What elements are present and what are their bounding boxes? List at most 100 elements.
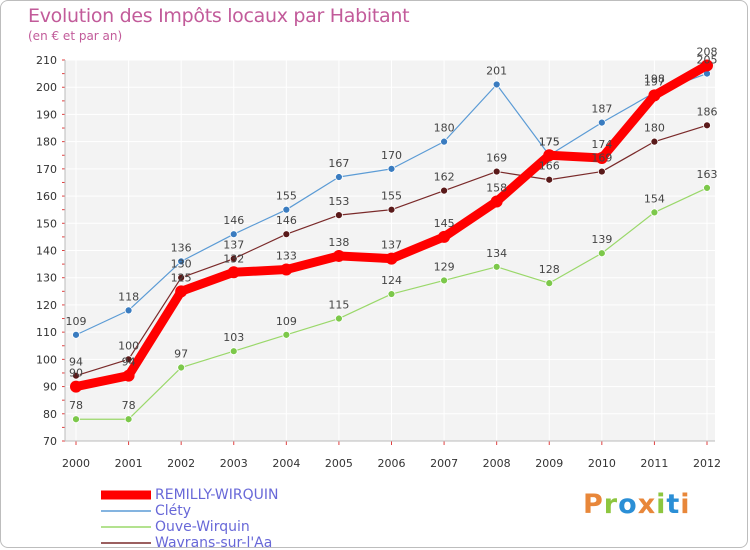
data-point bbox=[387, 205, 396, 214]
x-tick-label: 2000 bbox=[62, 457, 90, 470]
data-label: 153 bbox=[328, 195, 349, 208]
data-point bbox=[385, 252, 398, 265]
data-point bbox=[177, 363, 186, 372]
data-point bbox=[597, 249, 606, 258]
data-point bbox=[229, 230, 238, 239]
data-point bbox=[227, 266, 240, 279]
data-point bbox=[335, 211, 343, 220]
y-tick-label: 190 bbox=[36, 108, 57, 121]
brand-letter: i bbox=[680, 489, 691, 520]
data-label: 166 bbox=[539, 160, 560, 173]
x-tick-label: 2006 bbox=[378, 457, 406, 470]
y-tick-label: 90 bbox=[43, 381, 57, 394]
legend-label: Cléty bbox=[155, 503, 192, 519]
data-label: 133 bbox=[276, 250, 297, 263]
data-label: 145 bbox=[434, 217, 455, 230]
data-label: 197 bbox=[644, 75, 665, 88]
brand-letter: i bbox=[656, 489, 667, 520]
data-label: 125 bbox=[171, 271, 192, 284]
x-tick-label: 2005 bbox=[325, 457, 353, 470]
x-tick-label: 2002 bbox=[167, 457, 195, 470]
data-point bbox=[440, 186, 448, 195]
y-tick-label: 80 bbox=[43, 408, 57, 421]
data-label: 130 bbox=[171, 258, 192, 271]
data-point bbox=[595, 151, 608, 164]
y-tick-label: 130 bbox=[36, 272, 57, 285]
data-label: 158 bbox=[486, 182, 507, 195]
data-label: 94 bbox=[69, 356, 83, 369]
y-tick-label: 170 bbox=[36, 163, 57, 176]
data-label: 175 bbox=[539, 135, 560, 148]
data-label: 97 bbox=[174, 348, 188, 361]
chart-subtitle: (en € et par an) bbox=[28, 29, 123, 43]
legend-swatch bbox=[101, 542, 151, 544]
y-tick-label: 110 bbox=[36, 326, 57, 339]
data-point bbox=[124, 355, 133, 364]
data-point bbox=[440, 276, 448, 285]
data-point bbox=[650, 137, 659, 146]
data-point bbox=[490, 195, 503, 208]
data-point bbox=[175, 285, 188, 298]
data-label: 100 bbox=[118, 339, 139, 352]
legend-item: Wavrans-sur-l'Aa bbox=[101, 535, 278, 547]
legend-swatch bbox=[101, 510, 151, 512]
data-label: 198 bbox=[644, 73, 665, 86]
data-point bbox=[177, 273, 186, 282]
y-tick-label: 100 bbox=[36, 353, 57, 366]
chart-title: Evolution des Impôts locaux par Habitant bbox=[28, 5, 410, 27]
data-label: 180 bbox=[434, 122, 455, 135]
data-label: 162 bbox=[434, 171, 455, 184]
y-tick-label: 120 bbox=[36, 299, 57, 312]
data-label: 155 bbox=[381, 190, 402, 203]
data-label: 174 bbox=[591, 138, 612, 151]
y-tick-label: 140 bbox=[36, 245, 57, 258]
x-tick-label: 2011 bbox=[640, 457, 668, 470]
x-tick-label: 2008 bbox=[483, 457, 511, 470]
data-label: 129 bbox=[434, 260, 455, 273]
data-label: 186 bbox=[697, 105, 718, 118]
data-point bbox=[229, 254, 238, 263]
legend-item: Cléty bbox=[101, 503, 278, 519]
brand-logo: Proxiti bbox=[583, 489, 691, 520]
data-label: 201 bbox=[486, 64, 507, 77]
data-label: 139 bbox=[591, 233, 612, 246]
data-point bbox=[703, 121, 711, 130]
data-label: 103 bbox=[223, 331, 244, 344]
data-point bbox=[703, 184, 711, 192]
brand-letter: o bbox=[618, 489, 638, 520]
legend-swatch bbox=[101, 490, 151, 500]
data-point bbox=[440, 137, 448, 146]
data-point bbox=[124, 415, 133, 424]
x-tick-label: 2001 bbox=[115, 457, 143, 470]
data-label: 163 bbox=[697, 168, 718, 181]
data-point bbox=[282, 230, 291, 239]
data-label: 109 bbox=[276, 315, 297, 328]
brand-letter: t bbox=[666, 489, 681, 520]
data-label: 208 bbox=[697, 45, 718, 58]
data-label: 78 bbox=[122, 399, 136, 412]
legend-label: REMILLY-WIRQUIN bbox=[155, 487, 279, 503]
data-label: 137 bbox=[223, 239, 244, 252]
data-label: 115 bbox=[328, 299, 349, 312]
y-tick-label: 200 bbox=[36, 81, 57, 94]
data-point bbox=[545, 279, 554, 288]
y-tick-label: 160 bbox=[36, 190, 57, 203]
data-label: 146 bbox=[276, 214, 297, 227]
data-label: 128 bbox=[539, 263, 560, 276]
data-label: 136 bbox=[171, 241, 192, 254]
x-tick-label: 2007 bbox=[430, 457, 458, 470]
y-tick-label: 210 bbox=[36, 54, 57, 67]
data-point bbox=[438, 230, 451, 243]
x-tick-label: 2004 bbox=[272, 457, 300, 470]
data-point bbox=[335, 173, 343, 181]
data-label: 170 bbox=[381, 149, 402, 162]
data-label: 118 bbox=[118, 290, 139, 303]
legend-label: Ouve-Wirquin bbox=[155, 519, 250, 535]
data-label: 146 bbox=[223, 214, 244, 227]
data-point bbox=[72, 415, 80, 424]
data-point bbox=[280, 263, 293, 276]
data-label: 94 bbox=[122, 356, 136, 369]
data-label: 187 bbox=[591, 103, 612, 116]
